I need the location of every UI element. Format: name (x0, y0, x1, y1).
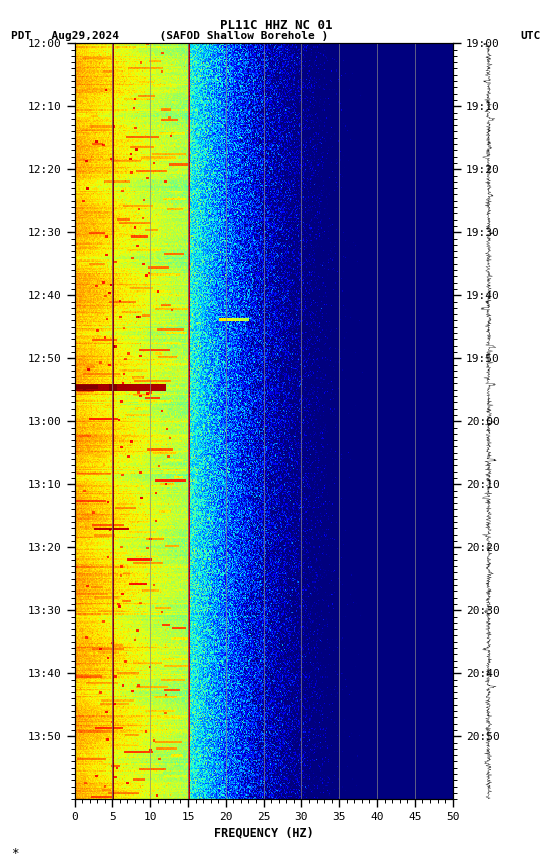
Text: UTC: UTC (521, 31, 541, 41)
X-axis label: FREQUENCY (HZ): FREQUENCY (HZ) (214, 827, 314, 840)
Text: *: * (11, 847, 19, 860)
Text: PL11C HHZ NC 01: PL11C HHZ NC 01 (220, 19, 332, 32)
Text: PDT   Aug29,2024      (SAFOD Shallow Borehole ): PDT Aug29,2024 (SAFOD Shallow Borehole ) (11, 31, 328, 41)
